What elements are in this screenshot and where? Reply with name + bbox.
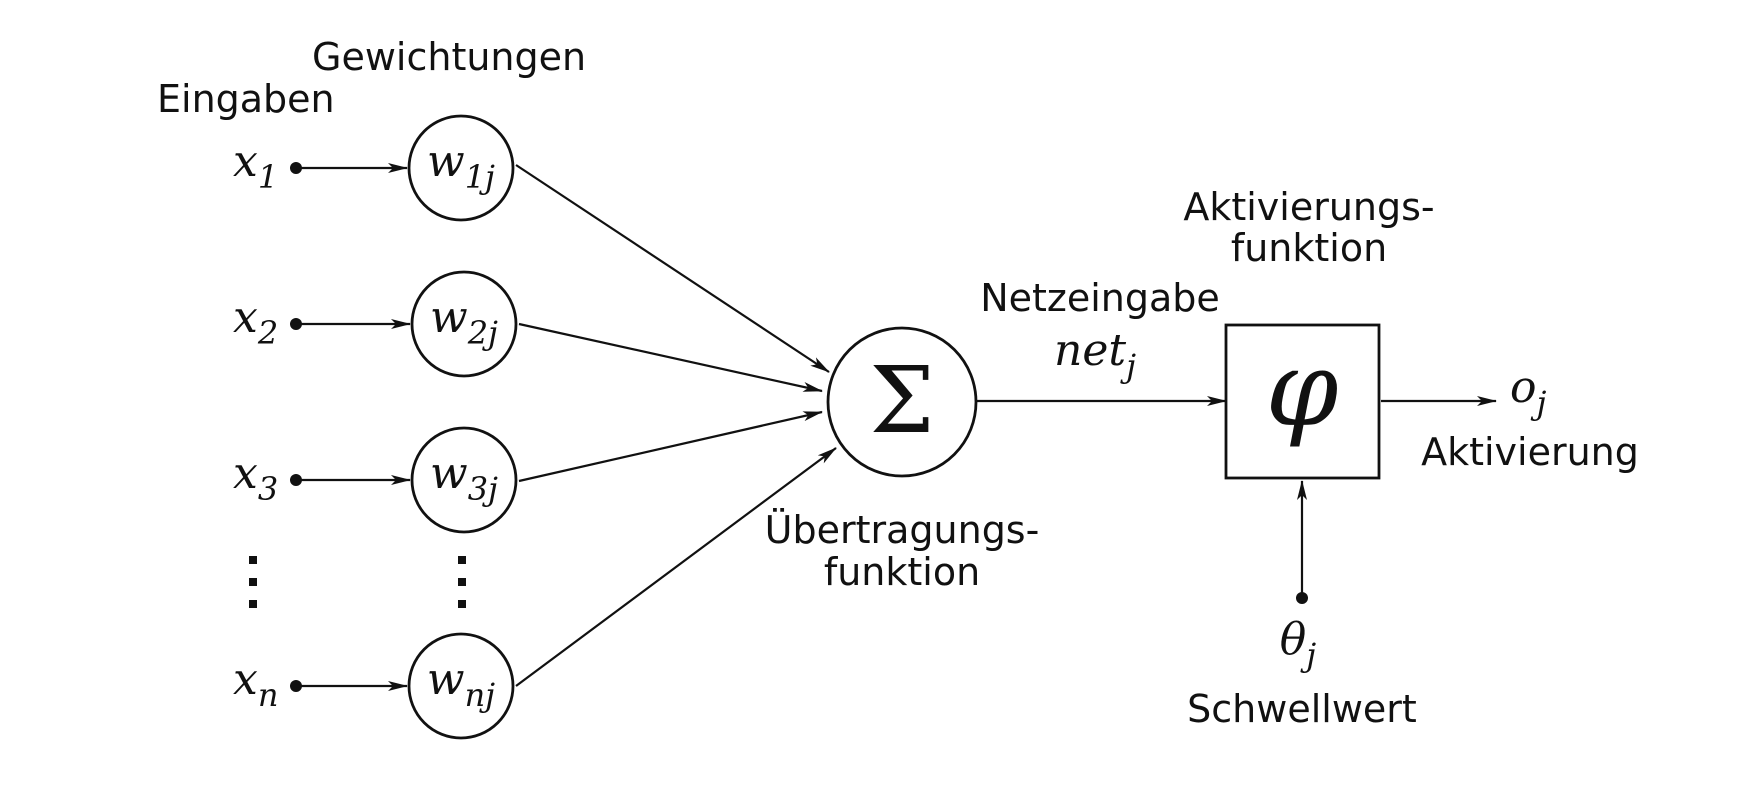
threshold-label: Schwellwert: [1187, 687, 1417, 731]
weight-wnj-label: wnj: [427, 654, 495, 714]
input-x1-label: x1: [233, 136, 278, 196]
threshold-symbol: θj: [1280, 614, 1317, 674]
input-row-3: x3 w3j: [233, 410, 823, 534]
weight-circle-3: [410, 426, 518, 534]
inputs-heading: Eingaben: [157, 77, 335, 121]
weight-to-sum-arrow-2: [518, 322, 823, 393]
net-input-symbol: netj: [1054, 325, 1136, 385]
weight-to-sum-arrow-n: [515, 447, 837, 687]
transfer-function-label-line1: Übertragungs-: [765, 508, 1040, 552]
input-x2-label: x2: [233, 292, 278, 352]
net-input-label: Netzeingabe: [980, 276, 1220, 320]
inputs-ellipsis: [249, 556, 257, 608]
activation-function-label-line2: funktion: [1231, 226, 1387, 270]
weights-ellipsis: [458, 556, 466, 608]
sum-icon: Σ: [869, 347, 934, 454]
weight-to-sum-arrow-1: [515, 164, 830, 373]
transfer-function-label-line2: funktion: [824, 550, 980, 594]
activation-output-label: Aktivierung: [1421, 430, 1639, 474]
output-symbol: oj: [1510, 362, 1547, 422]
input-x3-label: x3: [233, 448, 278, 508]
activation-function-box: [1224, 323, 1381, 480]
input-row-2: x2 w2j: [233, 270, 823, 393]
input-xn-label: xn: [233, 654, 278, 714]
weight-circle-2: [410, 270, 518, 378]
activation-function-label-line1: Aktivierungs-: [1183, 185, 1434, 229]
input-row-n: xn wnj: [233, 447, 837, 740]
weight-w1j-label: w1j: [427, 136, 495, 196]
weights-heading: Gewichtungen: [312, 35, 586, 79]
weight-w3j-label: w3j: [430, 448, 498, 508]
weight-w2j-label: w2j: [430, 292, 498, 352]
input-row-1: x1 w1j: [233, 114, 830, 373]
weight-circle-n: [407, 632, 515, 740]
phi-icon: φ: [1266, 328, 1339, 450]
weight-circle-1: [407, 114, 515, 222]
weight-to-sum-arrow-3: [518, 410, 823, 483]
